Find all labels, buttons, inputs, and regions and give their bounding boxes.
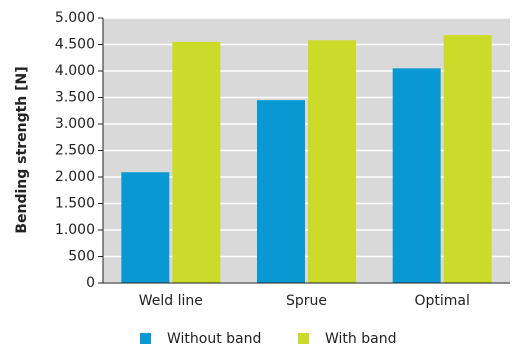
- legend-swatch: [298, 333, 309, 344]
- bar: [443, 34, 492, 284]
- legend-swatch: [140, 333, 151, 344]
- legend-label: Without band: [167, 331, 261, 347]
- x-tick-label: Optimal: [414, 293, 469, 309]
- y-tick-label: 2.000: [55, 169, 95, 185]
- y-tick-label: 3.000: [55, 116, 95, 132]
- y-tick-label: 4.500: [55, 37, 95, 53]
- bar: [172, 41, 221, 283]
- x-tick-label: Weld line: [139, 293, 203, 309]
- y-tick-label: 2.500: [55, 143, 95, 159]
- y-tick-label: 5.000: [55, 10, 95, 26]
- legend-label: With band: [325, 331, 396, 347]
- x-tick-label: Sprue: [286, 293, 327, 309]
- y-tick-label: 4.000: [55, 63, 95, 79]
- bar: [257, 100, 305, 284]
- bar: [121, 172, 170, 283]
- y-tick-label: 0: [86, 275, 95, 291]
- y-tick-label: 500: [68, 249, 95, 265]
- y-axis-label: Bending strength [N]: [14, 66, 30, 233]
- y-tick-label: 3.500: [55, 90, 95, 106]
- bar: [392, 68, 441, 283]
- bar: [308, 40, 356, 284]
- y-tick-label: 1.000: [55, 222, 95, 238]
- y-tick-label: 1.500: [55, 196, 95, 212]
